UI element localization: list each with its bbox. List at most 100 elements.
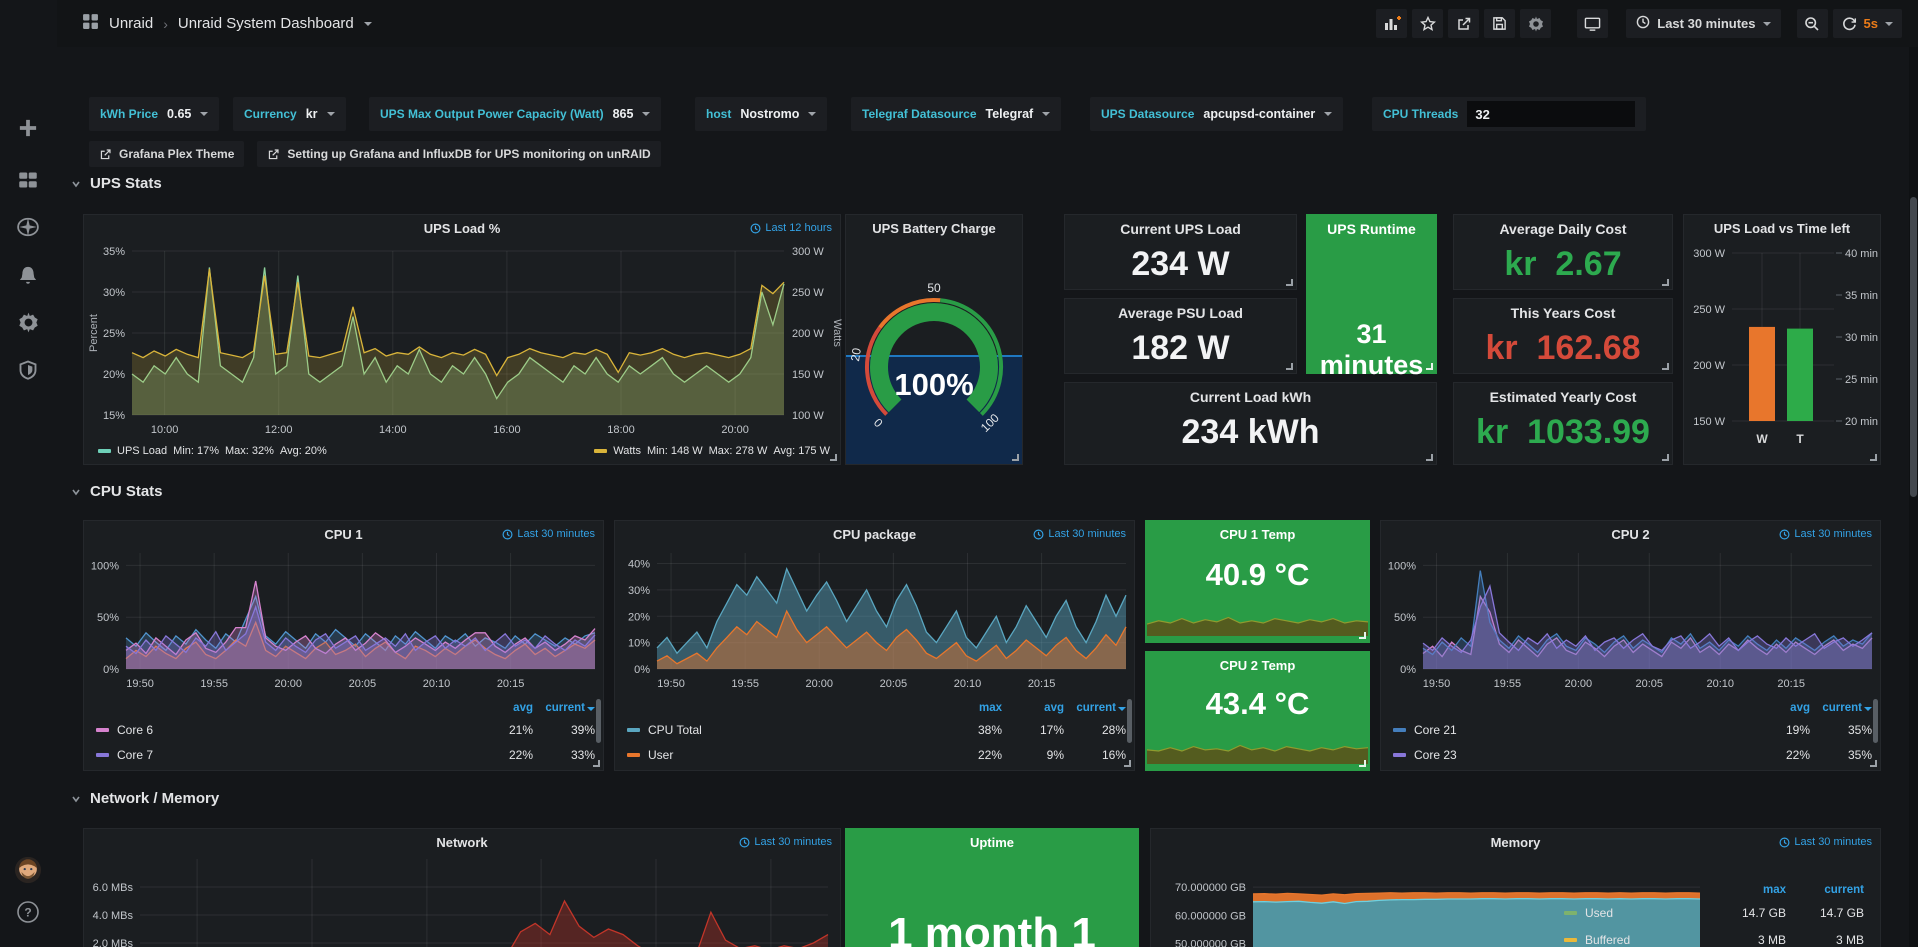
legend-sort-current[interactable]: current: [1810, 702, 1872, 714]
panel-title[interactable]: Average Daily Cost: [1454, 221, 1672, 237]
panel-resize-handle[interactable]: [1359, 632, 1366, 639]
panel-timerange-link[interactable]: Last 30 minutes: [1779, 836, 1872, 848]
panel-resize-handle[interactable]: [830, 454, 837, 461]
panel-timerange-link[interactable]: Last 12 hours: [750, 222, 832, 234]
legend-scrollbar[interactable]: [1873, 699, 1878, 743]
tv-mode-button[interactable]: [1577, 9, 1608, 38]
panel-resize-handle[interactable]: [1870, 454, 1877, 461]
panel-resize-handle[interactable]: [1662, 363, 1669, 370]
panel-resize-handle[interactable]: [1426, 454, 1433, 461]
panel-title[interactable]: Current UPS Load: [1065, 221, 1296, 237]
variable-value[interactable]: apcupsd-container: [1203, 107, 1315, 121]
save-button[interactable]: [1484, 9, 1515, 38]
legend-scrollbar[interactable]: [1127, 699, 1132, 743]
legend-sort-avg[interactable]: avg: [1748, 702, 1810, 714]
variable-ups-max-capacity[interactable]: UPS Max Output Power Capacity (Watt) 865: [369, 97, 661, 131]
dashboards-grid-icon[interactable]: [82, 13, 99, 35]
legend-series-name[interactable]: UPS Load: [117, 445, 167, 457]
legend-scrollbar[interactable]: [596, 699, 601, 743]
panel-timerange-link[interactable]: Last 30 minutes: [1033, 528, 1126, 540]
dashboard-settings-button[interactable]: [1520, 9, 1551, 38]
explore-compass-icon[interactable]: [14, 213, 42, 241]
panel-title[interactable]: Current Load kWh: [1065, 389, 1436, 405]
panel-title[interactable]: Memory: [1151, 835, 1880, 850]
panel-resize-handle[interactable]: [1662, 454, 1669, 461]
panel-timerange-link[interactable]: Last 30 minutes: [1779, 528, 1872, 540]
user-avatar[interactable]: [14, 856, 42, 884]
panel-resize-handle[interactable]: [593, 760, 600, 767]
refresh-interval-label[interactable]: 5s: [1864, 16, 1878, 31]
panel-title[interactable]: UPS Battery Charge: [846, 221, 1022, 236]
panel-resize-handle[interactable]: [1426, 363, 1433, 370]
panel-title[interactable]: UPS Runtime: [1307, 221, 1436, 237]
zoom-out-button[interactable]: [1797, 9, 1828, 38]
panel-title[interactable]: Estimated Yearly Cost: [1454, 389, 1672, 405]
create-plus-icon[interactable]: [14, 114, 42, 142]
panel-resize-handle[interactable]: [1124, 760, 1131, 767]
battery-gauge[interactable]: 02050100: [846, 215, 1022, 464]
panel-title[interactable]: This Years Cost: [1454, 305, 1672, 321]
alerting-bell-icon[interactable]: [14, 261, 42, 289]
dashboard-title[interactable]: Unraid System Dashboard: [178, 15, 354, 32]
panel-resize-handle[interactable]: [1286, 279, 1293, 286]
panel-timerange-link[interactable]: Last 30 minutes: [502, 528, 595, 540]
section-ups-stats[interactable]: UPS Stats: [70, 175, 162, 192]
breadcrumb-folder[interactable]: Unraid: [109, 15, 153, 32]
time-range-picker[interactable]: Last 30 minutes: [1626, 9, 1780, 38]
network-chart[interactable]: 6.0 MBs4.0 MBs2.0 MBs: [84, 855, 840, 947]
variable-value[interactable]: 0.65: [167, 107, 191, 121]
help-icon[interactable]: ?: [14, 898, 42, 926]
variable-value[interactable]: kr: [306, 107, 318, 121]
share-button[interactable]: [1448, 9, 1479, 38]
legend-sort-max[interactable]: max: [1706, 884, 1786, 896]
variable-currency[interactable]: Currency kr: [233, 97, 346, 131]
legend-sort-current[interactable]: current: [533, 702, 595, 714]
page-scrollbar[interactable]: [1909, 47, 1918, 947]
legend-sort-current[interactable]: current: [1064, 702, 1126, 714]
star-button[interactable]: [1412, 9, 1443, 38]
panel-timerange-link[interactable]: Last 30 minutes: [739, 836, 832, 848]
legend-sort-avg[interactable]: avg: [471, 702, 533, 714]
variable-cpu-threads[interactable]: CPU Threads: [1372, 97, 1646, 131]
variable-value[interactable]: 865: [613, 107, 634, 121]
panel-resize-handle[interactable]: [1012, 454, 1019, 461]
legend-sort-avg[interactable]: avg: [1002, 702, 1064, 714]
section-network-memory[interactable]: Network / Memory: [70, 790, 219, 807]
variable-telegraf-datasource[interactable]: Telegraf Datasource Telegraf: [851, 97, 1061, 131]
dashboard-link-ups-guide[interactable]: Setting up Grafana and InfluxDB for UPS …: [257, 141, 660, 167]
dashboard-title-caret-icon[interactable]: [364, 22, 372, 26]
server-admin-shield-icon[interactable]: [14, 356, 42, 384]
panel-title[interactable]: UPS Load vs Time left: [1684, 221, 1880, 236]
refresh-button[interactable]: 5s: [1833, 9, 1902, 38]
legend-series-name[interactable]: Watts: [613, 445, 641, 457]
load-vs-time-chart[interactable]: 300 W250 W200 W150 W40 min35 min30 min25…: [1684, 239, 1880, 461]
panel-title[interactable]: Network: [84, 835, 840, 850]
dashboards-icon[interactable]: [14, 166, 42, 194]
variable-ups-datasource[interactable]: UPS Datasource apcupsd-container: [1090, 97, 1343, 131]
variable-kwh-price[interactable]: kWh Price 0.65: [89, 97, 219, 131]
cpu1-chart[interactable]: 19:5019:5520:0020:0520:1020:15100%50%0%: [84, 545, 603, 695]
panel-resize-handle[interactable]: [1870, 760, 1877, 767]
refresh-interval-caret-icon[interactable]: [1885, 22, 1893, 26]
panel-title[interactable]: CPU 1 Temp: [1146, 527, 1369, 542]
add-panel-button[interactable]: [1376, 9, 1407, 38]
cpu-threads-input[interactable]: [1467, 101, 1635, 127]
panel-resize-handle[interactable]: [1286, 363, 1293, 370]
variable-value[interactable]: Nostromo: [740, 107, 799, 121]
configuration-gear-icon[interactable]: [14, 308, 42, 336]
panel-resize-handle[interactable]: [1662, 279, 1669, 286]
ups-load-chart[interactable]: 10:0012:0014:0016:0018:0020:0035%30%25%2…: [84, 241, 842, 441]
variable-host[interactable]: host Nostromo: [695, 97, 827, 131]
variable-value[interactable]: Telegraf: [986, 107, 1034, 121]
panel-title[interactable]: CPU 2 Temp: [1146, 658, 1369, 673]
panel-title[interactable]: Average PSU Load: [1065, 305, 1296, 321]
section-cpu-stats[interactable]: CPU Stats: [70, 483, 163, 500]
panel-resize-handle[interactable]: [1359, 760, 1366, 767]
legend-sort-current[interactable]: current: [1786, 884, 1864, 896]
panel-title[interactable]: Uptime: [846, 835, 1138, 850]
legend-sort-max[interactable]: max: [940, 702, 1002, 714]
dashboard-link-plex-theme[interactable]: Grafana Plex Theme: [89, 141, 244, 167]
panel-title[interactable]: UPS Load %: [84, 221, 840, 236]
cpu2-chart[interactable]: 19:5019:5520:0020:0520:1020:15100%50%0%: [1381, 545, 1880, 695]
page-scrollbar-thumb[interactable]: [1910, 197, 1917, 497]
